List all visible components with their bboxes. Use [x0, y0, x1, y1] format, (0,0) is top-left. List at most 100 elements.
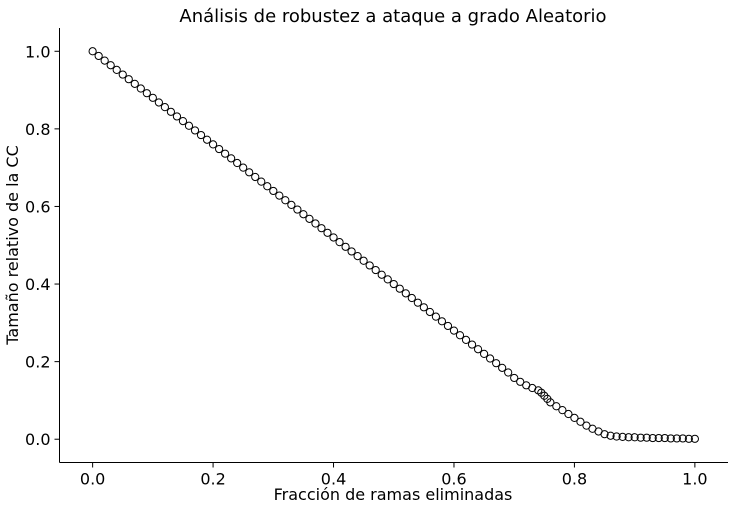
data-point: [190, 126, 200, 135]
data-point: [479, 349, 489, 358]
data-point: [516, 377, 525, 386]
y-axis-label: Tamaño relativo de la CC: [3, 145, 22, 345]
data-point: [341, 242, 350, 251]
data-point: [684, 434, 693, 443]
data-point: [311, 219, 320, 228]
data-point: [293, 205, 302, 214]
data-point: [690, 434, 699, 443]
data-point: [112, 65, 121, 74]
x-tick-label: 0.6: [441, 470, 466, 489]
data-point: [100, 56, 109, 65]
data-point: [94, 51, 103, 61]
data-point: [576, 417, 585, 426]
data-point: [178, 117, 188, 126]
data-point: [172, 112, 182, 121]
x-axis-label: Fracción de ramas eliminadas: [274, 485, 513, 504]
data-point: [299, 210, 308, 219]
data-point: [600, 430, 609, 439]
data-point: [570, 413, 579, 422]
data-point: [335, 238, 344, 247]
data-point: [281, 196, 290, 205]
data-point: [401, 289, 410, 298]
y-tick-label: 0.0: [25, 430, 50, 449]
data-point: [251, 172, 260, 182]
data-point: [221, 149, 230, 158]
data-point: [136, 84, 145, 93]
data-point: [455, 331, 465, 340]
data-point: [504, 368, 513, 377]
data-point: [227, 154, 236, 163]
data-point: [612, 432, 621, 441]
data-point: [678, 434, 687, 443]
data-point: [323, 228, 332, 237]
data-point: [208, 140, 218, 149]
data-point: [317, 224, 326, 233]
data-point: [269, 186, 278, 196]
y-tick-label: 0.2: [25, 353, 50, 372]
data-point: [214, 144, 224, 154]
data-point: [305, 214, 314, 223]
data-point: [498, 363, 507, 372]
data-point: [606, 431, 615, 440]
data-point: [359, 256, 368, 265]
data-point: [257, 177, 266, 186]
data-point: [461, 335, 471, 345]
data-point: [365, 261, 374, 270]
data-point: [383, 275, 392, 284]
data-point: [148, 93, 157, 102]
data-point: [106, 61, 115, 70]
data-point: [329, 233, 338, 242]
data-point: [88, 47, 97, 56]
data-point: [473, 345, 483, 354]
y-tick-label: 0.6: [25, 197, 50, 216]
y-tick-label: 0.8: [25, 120, 50, 139]
data-point: [184, 121, 194, 130]
data-point: [419, 303, 428, 312]
data-point: [654, 433, 663, 443]
y-tick-label: 0.4: [25, 275, 50, 294]
x-tick-label: 0.4: [321, 470, 346, 489]
data-point: [660, 433, 669, 443]
data-point: [467, 340, 477, 349]
data-point: [124, 75, 133, 84]
data-point: [196, 130, 206, 140]
data-point: [425, 307, 434, 317]
data-point: [564, 409, 573, 419]
data-point: [666, 434, 675, 443]
data-point: [395, 284, 404, 293]
x-tick-label: 0.2: [200, 470, 225, 489]
data-point: [377, 270, 386, 279]
data-point: [118, 70, 127, 79]
data-point: [431, 312, 441, 321]
data-point: [636, 433, 645, 442]
chart-title: Análisis de robustez a ataque a grado Al…: [179, 6, 606, 27]
data-point: [672, 434, 681, 443]
data-point: [239, 163, 248, 172]
data-point: [552, 402, 561, 411]
data-point: [449, 326, 459, 335]
data-point: [142, 89, 151, 98]
data-point: [389, 279, 398, 289]
data-point: [618, 432, 627, 441]
data-point: [160, 103, 169, 112]
axis-ticks: 0.0 0.2 0.4 0.6 0.8 1.0 0.0 0.2 0.4 0.6 0.8 1.0: [25, 42, 708, 488]
y-tick-label: 1.0: [25, 42, 50, 61]
data-point: [202, 135, 212, 144]
data-point: [630, 433, 639, 442]
data-point: [546, 398, 555, 407]
data-point: [443, 321, 453, 331]
data-point: [353, 252, 362, 261]
data-point: [275, 191, 284, 200]
data-point: [166, 107, 176, 116]
data-point: [371, 265, 380, 275]
x-tick-label: 0.8: [562, 470, 587, 489]
data-point: [558, 406, 567, 415]
data-point: [407, 293, 416, 303]
data-point: [492, 359, 501, 368]
data-points: [88, 47, 699, 443]
data-point: [413, 298, 422, 307]
data-point: [233, 158, 242, 168]
data-point: [510, 373, 519, 383]
data-point: [347, 247, 356, 256]
